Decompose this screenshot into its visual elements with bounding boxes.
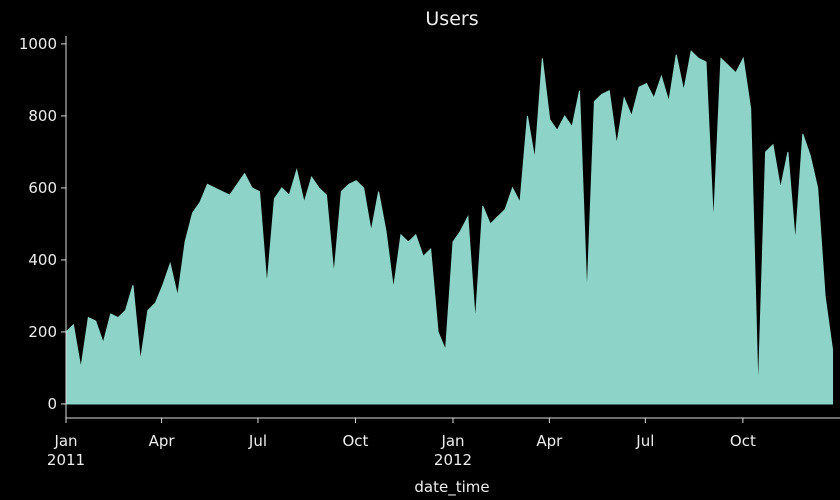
y-tick-label: 600 — [28, 179, 57, 197]
y-tick-label: 400 — [28, 251, 57, 269]
x-tick-label: Oct — [730, 432, 756, 450]
x-tick-label: Jan 2012 — [434, 432, 472, 469]
x-tick-label: Jan 2011 — [47, 432, 85, 469]
y-tick-label: 800 — [28, 107, 57, 125]
x-tick-label: Jul — [248, 432, 267, 450]
x-tick-label: Oct — [343, 432, 369, 450]
chart-title: Users — [425, 8, 478, 30]
x-tick-label: Apr — [149, 432, 176, 450]
y-tick-label: 200 — [28, 323, 57, 341]
y-tick-label: 0 — [47, 395, 57, 413]
x-tick-label: Jul — [635, 432, 654, 450]
area — [65, 50, 834, 405]
x-tick-label: Apr — [536, 432, 563, 450]
x-axis-label: date_time — [414, 478, 489, 497]
y-tick-label: 1000 — [19, 35, 57, 53]
